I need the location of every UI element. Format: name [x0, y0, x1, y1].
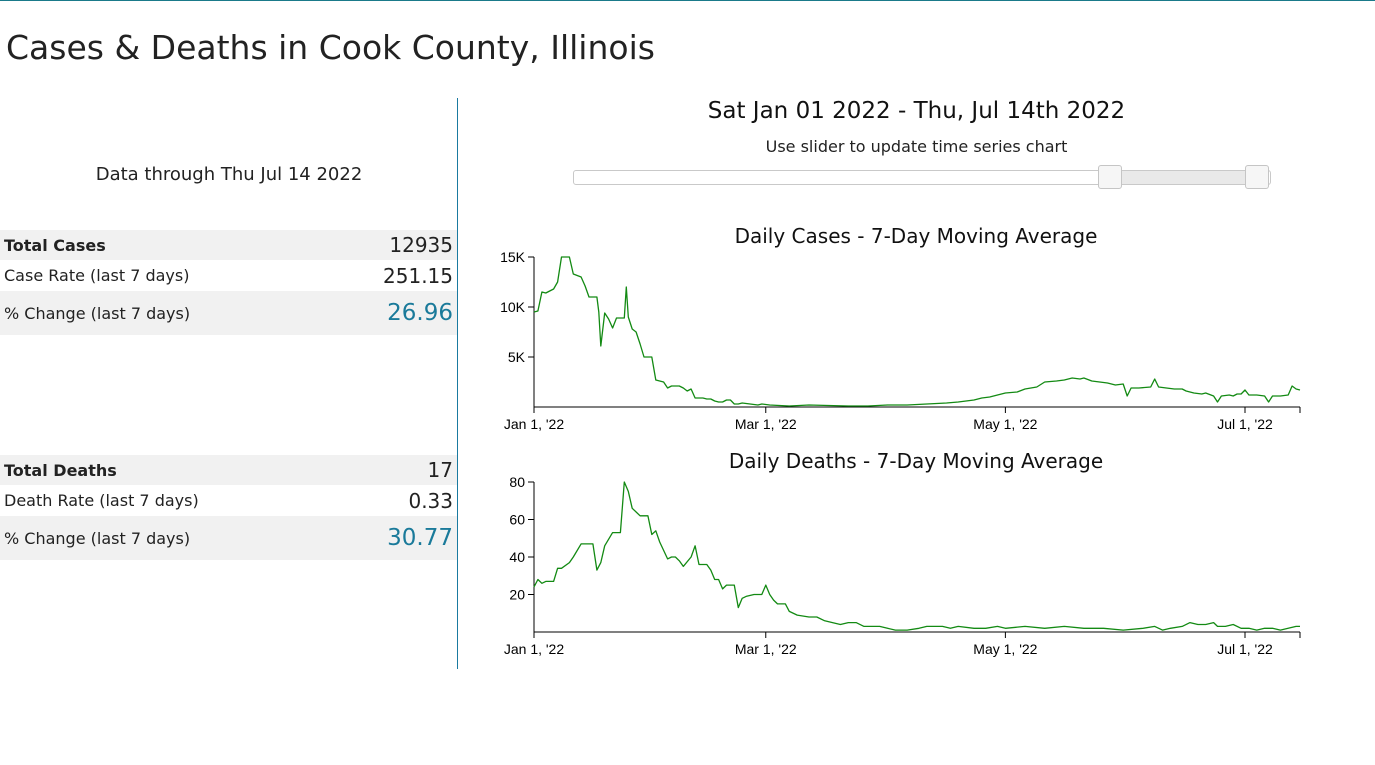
x-tick-label: Jul 1, '22 [1217, 416, 1273, 432]
cases-stats-table: Total Cases 12935 Case Rate (last 7 days… [0, 230, 457, 335]
series-line [533, 481, 1300, 631]
slider-end-handle[interactable] [1245, 165, 1270, 189]
death-rate-row: Death Rate (last 7 days) 0.33 [0, 485, 457, 516]
total-deaths-value: 17 [427, 458, 453, 482]
death-rate-value: 0.33 [408, 488, 453, 513]
panel-divider [457, 98, 458, 669]
x-tick-label: Mar 1, '22 [735, 641, 797, 657]
y-tick-label: 10K [500, 299, 526, 315]
case-change-row: % Change (last 7 days) 26.96 [0, 291, 457, 335]
total-deaths-row: Total Deaths 17 [0, 455, 457, 485]
death-change-label: % Change (last 7 days) [4, 528, 191, 548]
page-title: Cases & Deaths in Cook County, Illinois [6, 28, 655, 67]
death-change-row: % Change (last 7 days) 30.77 [0, 516, 457, 560]
x-tick-label: Mar 1, '22 [735, 416, 797, 432]
x-tick-label: May 1, '22 [973, 641, 1037, 657]
daily-deaths-chart: Daily Deaths - 7-Day Moving Average 20 40 6… [504, 449, 1301, 657]
chart-title: Daily Cases - 7-Day Moving Average [735, 224, 1098, 248]
death-rate-label: Death Rate (last 7 days) [4, 491, 199, 510]
series-line [533, 256, 1301, 407]
date-range-slider[interactable] [573, 170, 1271, 185]
y-tick-label: 15K [500, 249, 526, 265]
y-tick-label: 20 [509, 587, 525, 603]
total-cases-row: Total Cases 12935 [0, 230, 457, 260]
case-rate-value: 251.15 [383, 263, 453, 288]
case-change-value: 26.96 [387, 300, 453, 326]
y-tick-label: 80 [509, 474, 525, 490]
y-tick-label: 60 [509, 512, 525, 528]
y-tick-label: 40 [509, 549, 525, 565]
death-change-value: 30.77 [387, 525, 453, 551]
x-tick-label: Jan 1, '22 [504, 416, 564, 432]
top-accent-line [0, 0, 1375, 1]
daily-cases-chart: Daily Cases - 7-Day Moving Average 5K 10K 1… [500, 224, 1301, 432]
deaths-stats-table: Total Deaths 17 Death Rate (last 7 days)… [0, 455, 457, 560]
chart-title: Daily Deaths - 7-Day Moving Average [729, 449, 1103, 473]
y-tick-label: 5K [508, 349, 526, 365]
x-tick-label: Jul 1, '22 [1217, 641, 1273, 657]
case-change-label: % Change (last 7 days) [4, 303, 191, 323]
x-tick-label: Jan 1, '22 [504, 641, 564, 657]
total-cases-value: 12935 [389, 233, 453, 257]
slider-start-handle[interactable] [1098, 165, 1123, 189]
slider-selected-range[interactable] [1110, 170, 1258, 185]
x-tick-label: May 1, '22 [973, 416, 1037, 432]
case-rate-row: Case Rate (last 7 days) 251.15 [0, 260, 457, 291]
date-range-title: Sat Jan 01 2022 - Thu, Jul 14th 2022 [707, 98, 1126, 124]
total-cases-label: Total Cases [4, 235, 106, 255]
data-through-text: Data through Thu Jul 14 2022 [95, 164, 363, 185]
case-rate-label: Case Rate (last 7 days) [4, 266, 190, 285]
total-deaths-label: Total Deaths [4, 460, 117, 480]
slider-hint: Use slider to update time series chart [765, 137, 1068, 156]
